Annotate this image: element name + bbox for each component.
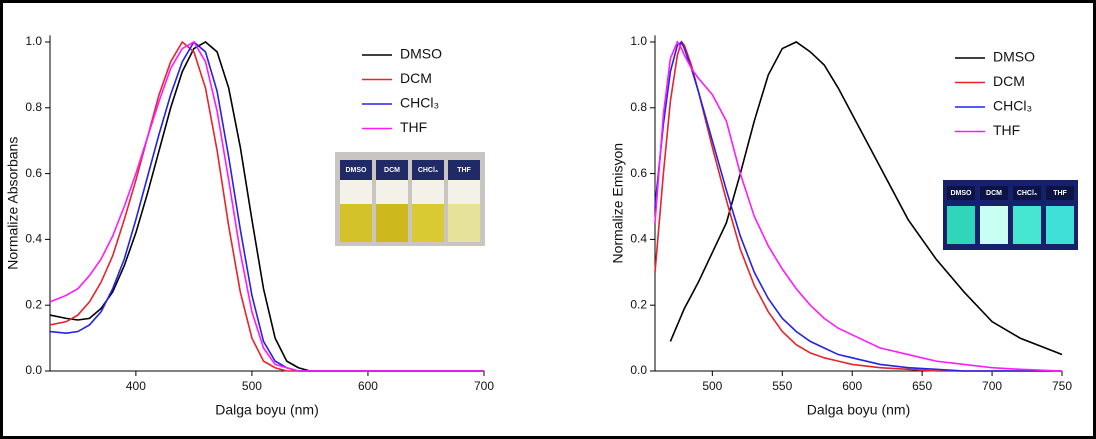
y-tick-label: 1.0 [25,34,42,48]
x-tick-label: 650 [912,379,932,393]
y-tick-label: 0.8 [25,100,42,114]
legend-label: DMSO [400,46,442,62]
inset-label: THF [1053,190,1067,197]
y-tick-label: 0.2 [630,297,647,311]
x-tick-label: 700 [982,379,1002,393]
y-tick-label: 0.2 [25,297,42,311]
inset-label: THF [457,167,471,174]
x-tick-label: 550 [772,379,792,393]
inset-label: DMSO [346,167,368,174]
y-tick-label: 0.0 [630,363,647,377]
x-axis-label: Dalga boyu (nm) [215,402,319,418]
y-tick-label: 0.4 [630,232,647,246]
legend-label: DCM [993,73,1025,89]
y-tick-label: 1.0 [630,34,647,48]
legend-label: THF [993,122,1020,138]
inset-label: DCM [384,167,400,174]
x-tick-label: 400 [126,379,146,393]
y-tick-label: 0.0 [25,363,42,377]
y-tick-label: 0.4 [25,232,42,246]
legend-label: THF [400,119,427,135]
inset-label: DMSO [951,190,973,197]
x-tick-label: 600 [358,379,378,393]
inset-label: DCM [986,190,1002,197]
y-tick-label: 0.8 [630,100,647,114]
inset-label: CHCl₃ [1017,190,1037,197]
legend-label: CHCl₃ [993,98,1032,114]
y-tick-label: 0.6 [630,166,647,180]
y-tick-label: 0.6 [25,166,42,180]
y-axis-label: Normalize Absorbans [5,137,21,270]
y-axis-label: Normalize Emisyon [610,143,626,264]
figure: 0.0 0.2 0.4 0.6 0.8 1.0 400 500 600 700 Dalga boyu… [0,0,1096,439]
legend-label: DCM [400,70,432,86]
x-tick-label: 500 [242,379,262,393]
x-tick-label: 750 [1052,379,1072,393]
x-axis-label: Dalga boyu (nm) [807,402,911,418]
inset-label: CHCl₃ [418,167,438,174]
legend-label: DMSO [993,49,1035,65]
x-tick-label: 700 [474,379,494,393]
frame [2,2,1095,438]
legend-label: CHCl₃ [400,95,439,111]
x-tick-label: 500 [702,379,722,393]
x-tick-label: 600 [842,379,862,393]
